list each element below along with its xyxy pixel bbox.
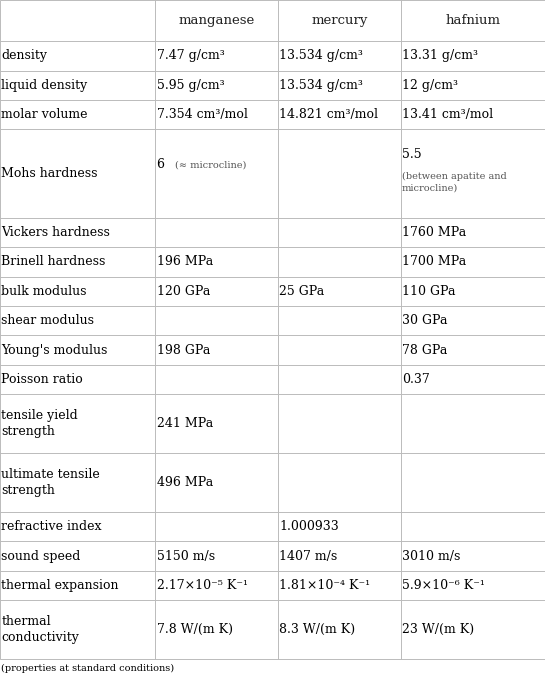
- Text: ultimate tensile
strength: ultimate tensile strength: [1, 469, 100, 496]
- Text: 14.821 cm³/mol: 14.821 cm³/mol: [279, 108, 378, 121]
- Text: 30 GPa: 30 GPa: [402, 314, 447, 327]
- Text: 23 W/(m K): 23 W/(m K): [402, 623, 474, 636]
- Text: Vickers hardness: Vickers hardness: [1, 226, 110, 239]
- Text: 5.95 g/cm³: 5.95 g/cm³: [156, 79, 224, 92]
- Text: 8.3 W/(m K): 8.3 W/(m K): [279, 623, 355, 636]
- Text: 1.81×10⁻⁴ K⁻¹: 1.81×10⁻⁴ K⁻¹: [279, 579, 370, 592]
- Text: 25 GPa: 25 GPa: [279, 285, 324, 298]
- Text: 6: 6: [156, 158, 165, 171]
- Text: 13.41 cm³/mol: 13.41 cm³/mol: [402, 108, 493, 121]
- Text: refractive index: refractive index: [1, 520, 102, 533]
- Text: shear modulus: shear modulus: [1, 314, 94, 327]
- Text: 1760 MPa: 1760 MPa: [402, 226, 466, 239]
- Text: 1.000933: 1.000933: [279, 520, 339, 533]
- Text: 120 GPa: 120 GPa: [156, 285, 210, 298]
- Text: 7.354 cm³/mol: 7.354 cm³/mol: [156, 108, 247, 121]
- Text: 7.8 W/(m K): 7.8 W/(m K): [156, 623, 233, 636]
- Text: thermal expansion: thermal expansion: [1, 579, 119, 592]
- Text: Young's modulus: Young's modulus: [1, 344, 107, 357]
- Text: Brinell hardness: Brinell hardness: [1, 255, 106, 268]
- Text: density: density: [1, 50, 47, 63]
- Text: 7.47 g/cm³: 7.47 g/cm³: [156, 50, 225, 63]
- Text: 496 MPa: 496 MPa: [156, 476, 213, 489]
- Text: 13.31 g/cm³: 13.31 g/cm³: [402, 50, 478, 63]
- Text: bulk modulus: bulk modulus: [1, 285, 87, 298]
- Text: 13.534 g/cm³: 13.534 g/cm³: [279, 50, 363, 63]
- Text: 2.17×10⁻⁵ K⁻¹: 2.17×10⁻⁵ K⁻¹: [156, 579, 247, 592]
- Text: 3010 m/s: 3010 m/s: [402, 550, 460, 563]
- Text: 12 g/cm³: 12 g/cm³: [402, 79, 458, 92]
- Text: tensile yield
strength: tensile yield strength: [1, 409, 78, 438]
- Text: (properties at standard conditions): (properties at standard conditions): [1, 665, 174, 674]
- Text: 196 MPa: 196 MPa: [156, 255, 213, 268]
- Text: 241 MPa: 241 MPa: [156, 417, 213, 430]
- Text: hafnium: hafnium: [445, 14, 500, 27]
- Text: thermal
conductivity: thermal conductivity: [1, 616, 79, 644]
- Text: 0.37: 0.37: [402, 373, 429, 386]
- Text: 110 GPa: 110 GPa: [402, 285, 455, 298]
- Text: 1700 MPa: 1700 MPa: [402, 255, 466, 268]
- Text: 1407 m/s: 1407 m/s: [279, 550, 337, 563]
- Text: liquid density: liquid density: [1, 79, 87, 92]
- Text: manganese: manganese: [179, 14, 255, 27]
- Text: sound speed: sound speed: [1, 550, 81, 563]
- Text: 13.534 g/cm³: 13.534 g/cm³: [279, 79, 363, 92]
- Text: Mohs hardness: Mohs hardness: [1, 167, 98, 180]
- Text: 78 GPa: 78 GPa: [402, 344, 447, 357]
- Text: 5150 m/s: 5150 m/s: [156, 550, 215, 563]
- Text: (≈ microcline): (≈ microcline): [174, 160, 246, 170]
- Text: 5.9×10⁻⁶ K⁻¹: 5.9×10⁻⁶ K⁻¹: [402, 579, 485, 592]
- Text: molar volume: molar volume: [1, 108, 88, 121]
- Text: 5.5: 5.5: [402, 148, 421, 161]
- Text: (between apatite and
microcline): (between apatite and microcline): [402, 172, 506, 193]
- Text: mercury: mercury: [311, 14, 367, 27]
- Text: Poisson ratio: Poisson ratio: [1, 373, 83, 386]
- Text: 198 GPa: 198 GPa: [156, 344, 210, 357]
